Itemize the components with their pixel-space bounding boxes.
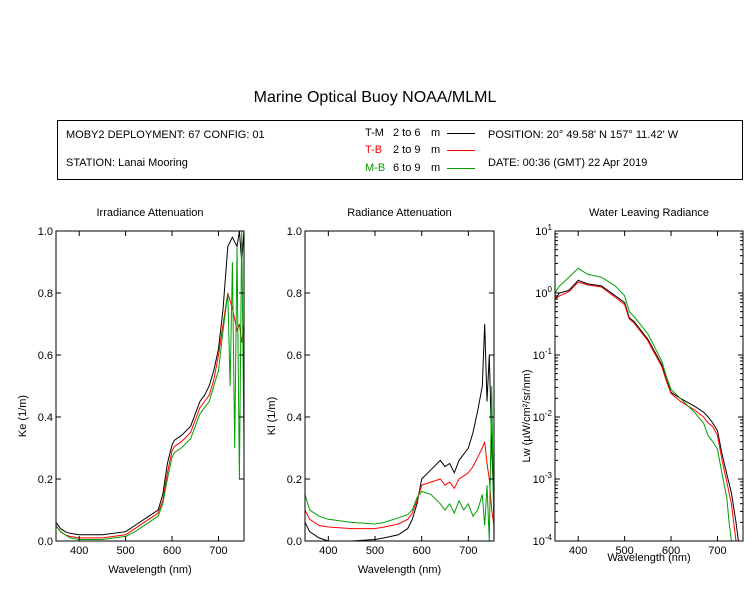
x-axis-label: Wavelength (nm) [358,564,441,576]
chart-title: Water Leaving Radiance [589,207,709,219]
legend-unit: m [431,162,441,174]
y-tick-label: 1.0 [38,226,53,238]
position-text: POSITION: 20° 49.58' N 157° 11.42' W [488,129,679,141]
x-tick-label: 600 [662,545,680,557]
y-tick-label: 0.2 [287,474,302,486]
y-tick-label: 0.8 [38,288,53,300]
series-line-t-m [56,231,244,536]
x-tick-label: 400 [319,545,337,557]
x-tick-label: 600 [412,545,430,557]
legend-line [447,150,475,151]
legend-name: T-B [365,144,383,156]
plot-frame [554,230,744,542]
legend-unit: m [431,144,441,156]
x-tick-label: 600 [163,545,181,557]
y-tick-label: 0.4 [38,412,53,424]
x-tick-label: 500 [366,545,384,557]
series-line-m-b [305,385,494,541]
chart-title: Radiance Attenuation [347,207,452,219]
chart-radiance: Radiance Attenuation 400 500 600 700 0.0 0.2 0.… [266,207,495,576]
y-axis-label: Ke (1/m) [17,395,29,437]
y-tick-label: 10-1 [533,347,553,362]
station-text: STATION: Lanai Mooring [66,157,188,169]
legend-line [447,133,475,134]
y-tick-label: 0.6 [38,350,53,362]
x-tick-label: 400 [569,545,587,557]
legend-line [447,168,475,169]
main-title: Marine Optical Buoy NOAA/MLML [253,89,497,106]
legend-unit: m [431,127,441,139]
legend-range: 2 to 6 [393,127,421,139]
plot-frame [55,230,245,542]
y-tick-label: 1.0 [287,226,302,238]
x-tick-label: 400 [70,545,88,557]
series-line-t-b [555,281,737,541]
y-tick-label: 10-3 [533,471,553,486]
series-line-t-b [305,441,494,530]
y-tick-label: 0.8 [287,288,302,300]
y-axis-label: Kl (1/m) [266,397,278,436]
x-tick-label: 500 [116,545,134,557]
chart-title: Irradiance Attenuation [96,207,203,219]
chart-lw: Water Leaving Radiance 400 500 600 700 101 100… [521,207,744,564]
deployment-text: MOBY2 DEPLOYMENT: 67 CONFIG: 01 [66,129,265,141]
y-tick-label: 10-2 [533,409,553,424]
y-tick-label: 0.6 [287,350,302,362]
x-tick-label: 500 [615,545,633,557]
y-tick-label: 101 [535,223,552,238]
x-tick-label: 700 [459,545,477,557]
legend-name: T-M [365,127,384,139]
chart-irradiance: Irradiance Attenuation 400 500 600 700 0.0 0.2… [17,207,245,576]
legend-range: 2 to 9 [393,144,421,156]
y-tick-label: 0.2 [38,474,53,486]
series-line-t-m [305,323,494,541]
x-axis-label: Wavelength (nm) [108,564,191,576]
plot-frame [304,230,495,542]
x-axis-label: Wavelength (nm) [607,552,690,564]
y-tick-label: 0.0 [38,536,53,548]
y-tick-label: 100 [535,285,552,300]
y-tick-label: 0.0 [287,536,302,548]
date-text: DATE: 00:36 (GMT) 22 Apr 2019 [488,157,648,169]
x-tick-label: 700 [209,545,227,557]
legend-name: M-B [365,162,386,174]
y-axis-label: Lw (µW/cm²/sr/nm) [521,369,533,462]
series-line-t-b [56,292,244,539]
series-line-m-b [555,267,732,541]
series-line-t-m [555,279,739,541]
y-tick-label: 0.4 [287,412,302,424]
series-line-m-b [56,231,244,540]
legend-range: 6 to 9 [393,162,421,174]
info-box: MOBY2 DEPLOYMENT: 67 CONFIG: 01 STATION:… [57,120,743,180]
x-tick-label: 700 [708,545,726,557]
y-tick-label: 10-4 [533,533,553,548]
